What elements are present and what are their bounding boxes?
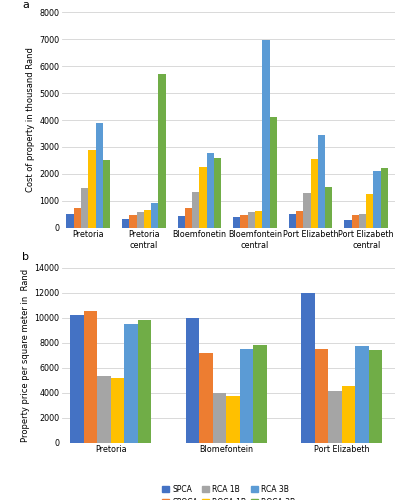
- Y-axis label: Cost of property in thousand Rand: Cost of property in thousand Rand: [26, 48, 35, 193]
- Bar: [97, 376, 111, 442]
- Bar: [296, 211, 303, 228]
- Bar: [248, 212, 255, 228]
- Bar: [95, 123, 103, 228]
- Bar: [255, 211, 262, 228]
- Bar: [199, 352, 213, 442]
- Bar: [226, 396, 240, 442]
- Bar: [289, 214, 296, 228]
- Bar: [138, 320, 151, 442]
- Bar: [359, 214, 366, 228]
- Bar: [369, 350, 382, 442]
- Bar: [122, 219, 129, 228]
- Bar: [318, 135, 325, 228]
- Bar: [355, 346, 369, 442]
- Bar: [84, 311, 97, 442]
- Bar: [158, 74, 166, 228]
- Bar: [199, 167, 207, 228]
- Bar: [241, 214, 248, 228]
- Bar: [124, 324, 138, 442]
- Bar: [207, 154, 214, 228]
- Bar: [314, 349, 328, 442]
- Bar: [352, 215, 359, 228]
- Bar: [301, 292, 314, 442]
- Text: b: b: [22, 252, 29, 262]
- Bar: [81, 188, 88, 228]
- Bar: [137, 212, 144, 228]
- Bar: [129, 214, 137, 228]
- Bar: [366, 194, 373, 228]
- Bar: [381, 168, 388, 228]
- Bar: [70, 315, 84, 442]
- Bar: [303, 193, 311, 228]
- Bar: [269, 118, 277, 228]
- Bar: [192, 192, 199, 228]
- Bar: [342, 386, 355, 442]
- Bar: [88, 150, 95, 228]
- Bar: [186, 318, 199, 442]
- Bar: [240, 349, 253, 442]
- Bar: [311, 158, 318, 228]
- Bar: [233, 218, 241, 228]
- Legend: SPCA, SPOCA, RCA 1B, ROCA 1B, RCA 3B, ROCA 3B: SPCA, SPOCA, RCA 1B, ROCA 1B, RCA 3B, RO…: [162, 485, 295, 500]
- Bar: [178, 216, 185, 228]
- Bar: [103, 160, 110, 228]
- Bar: [328, 391, 342, 442]
- Bar: [325, 186, 332, 228]
- Bar: [144, 210, 151, 228]
- Bar: [213, 393, 226, 442]
- Bar: [262, 40, 269, 228]
- Bar: [253, 345, 267, 442]
- Legend: 1 bed room, 2 bed room, 3 bed room, 4 bed room, 5 bed room, other/commercial: 1 bed room, 2 bed room, 3 bed room, 4 be…: [132, 276, 326, 298]
- Bar: [214, 158, 221, 228]
- Y-axis label: Property price per square meter in  Rand: Property price per square meter in Rand: [21, 268, 30, 442]
- Bar: [344, 220, 352, 228]
- Bar: [67, 214, 74, 228]
- Bar: [185, 208, 192, 228]
- Bar: [151, 202, 158, 228]
- Text: a: a: [22, 0, 29, 10]
- Bar: [111, 378, 124, 442]
- Bar: [74, 208, 81, 228]
- Bar: [373, 171, 381, 228]
